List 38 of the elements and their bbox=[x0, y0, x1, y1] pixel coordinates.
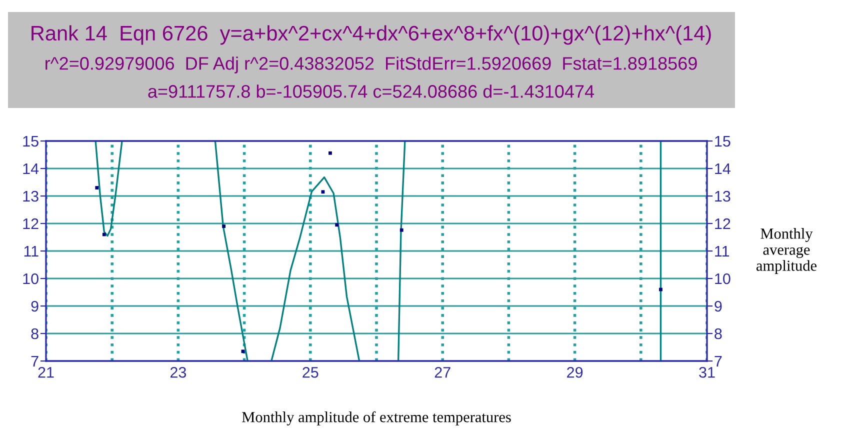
y2-tick-label: 10 bbox=[715, 273, 730, 284]
y-tick-label: 10 bbox=[23, 273, 38, 284]
y2-axis-title: Monthly average amplitude bbox=[756, 228, 817, 274]
point bbox=[328, 151, 332, 155]
y2-tick-label: 7 bbox=[714, 356, 722, 367]
point bbox=[241, 350, 245, 354]
chart-subtitle: r^2=0.92979006 DF Adj r^2=0.43832052 FitStdErr=1.5920669 Fstat=1.8918569 bbox=[46, 56, 697, 74]
point bbox=[659, 288, 662, 292]
y-tick-label: 15 bbox=[23, 136, 38, 147]
x-tick-label: 23 bbox=[170, 366, 186, 378]
x-tick-label: 29 bbox=[567, 366, 583, 378]
y-tick-label: 14 bbox=[23, 164, 39, 174]
y2-tick-label: 12 bbox=[715, 218, 730, 230]
y-tick-label: 13 bbox=[23, 190, 38, 202]
y-tick-label: 9 bbox=[31, 300, 38, 312]
point bbox=[222, 224, 226, 228]
x-tick-label: 21 bbox=[38, 366, 54, 378]
x-tick-label: 27 bbox=[434, 366, 450, 378]
point bbox=[321, 190, 325, 194]
y2-tick-label: 15 bbox=[715, 136, 730, 147]
y-tick-label: 12 bbox=[23, 218, 38, 230]
text: a=9111757.8 b=-105905.74 c=524.08686 d=-1.4310474 bbox=[148, 84, 594, 98]
point bbox=[335, 223, 339, 227]
y-tick-label: 7 bbox=[31, 356, 38, 367]
y2-tick-label: 14 bbox=[715, 164, 730, 174]
y-tick-label: 11 bbox=[24, 246, 38, 257]
point bbox=[95, 186, 99, 190]
y2-tick-label: 13 bbox=[715, 190, 730, 202]
y2-tick-label: 11 bbox=[715, 246, 730, 257]
y2-tick-label: 9 bbox=[714, 300, 722, 312]
chart-title: Rank 14 Eqn 6726 y=a+bx^2+cx^4+dx^6+ex^8+fx^(10)+gx^(12)+hx^(14) bbox=[32, 25, 711, 45]
x-tick-label: 25 bbox=[302, 366, 318, 378]
x-tick-label: 31 bbox=[699, 366, 715, 378]
point bbox=[102, 232, 106, 236]
x-axis-title: Monthly amplitude of extreme temperatures bbox=[242, 411, 511, 426]
y-tick-label: 8 bbox=[31, 328, 38, 340]
y2-tick-label: 8 bbox=[714, 328, 722, 340]
point bbox=[400, 228, 404, 232]
